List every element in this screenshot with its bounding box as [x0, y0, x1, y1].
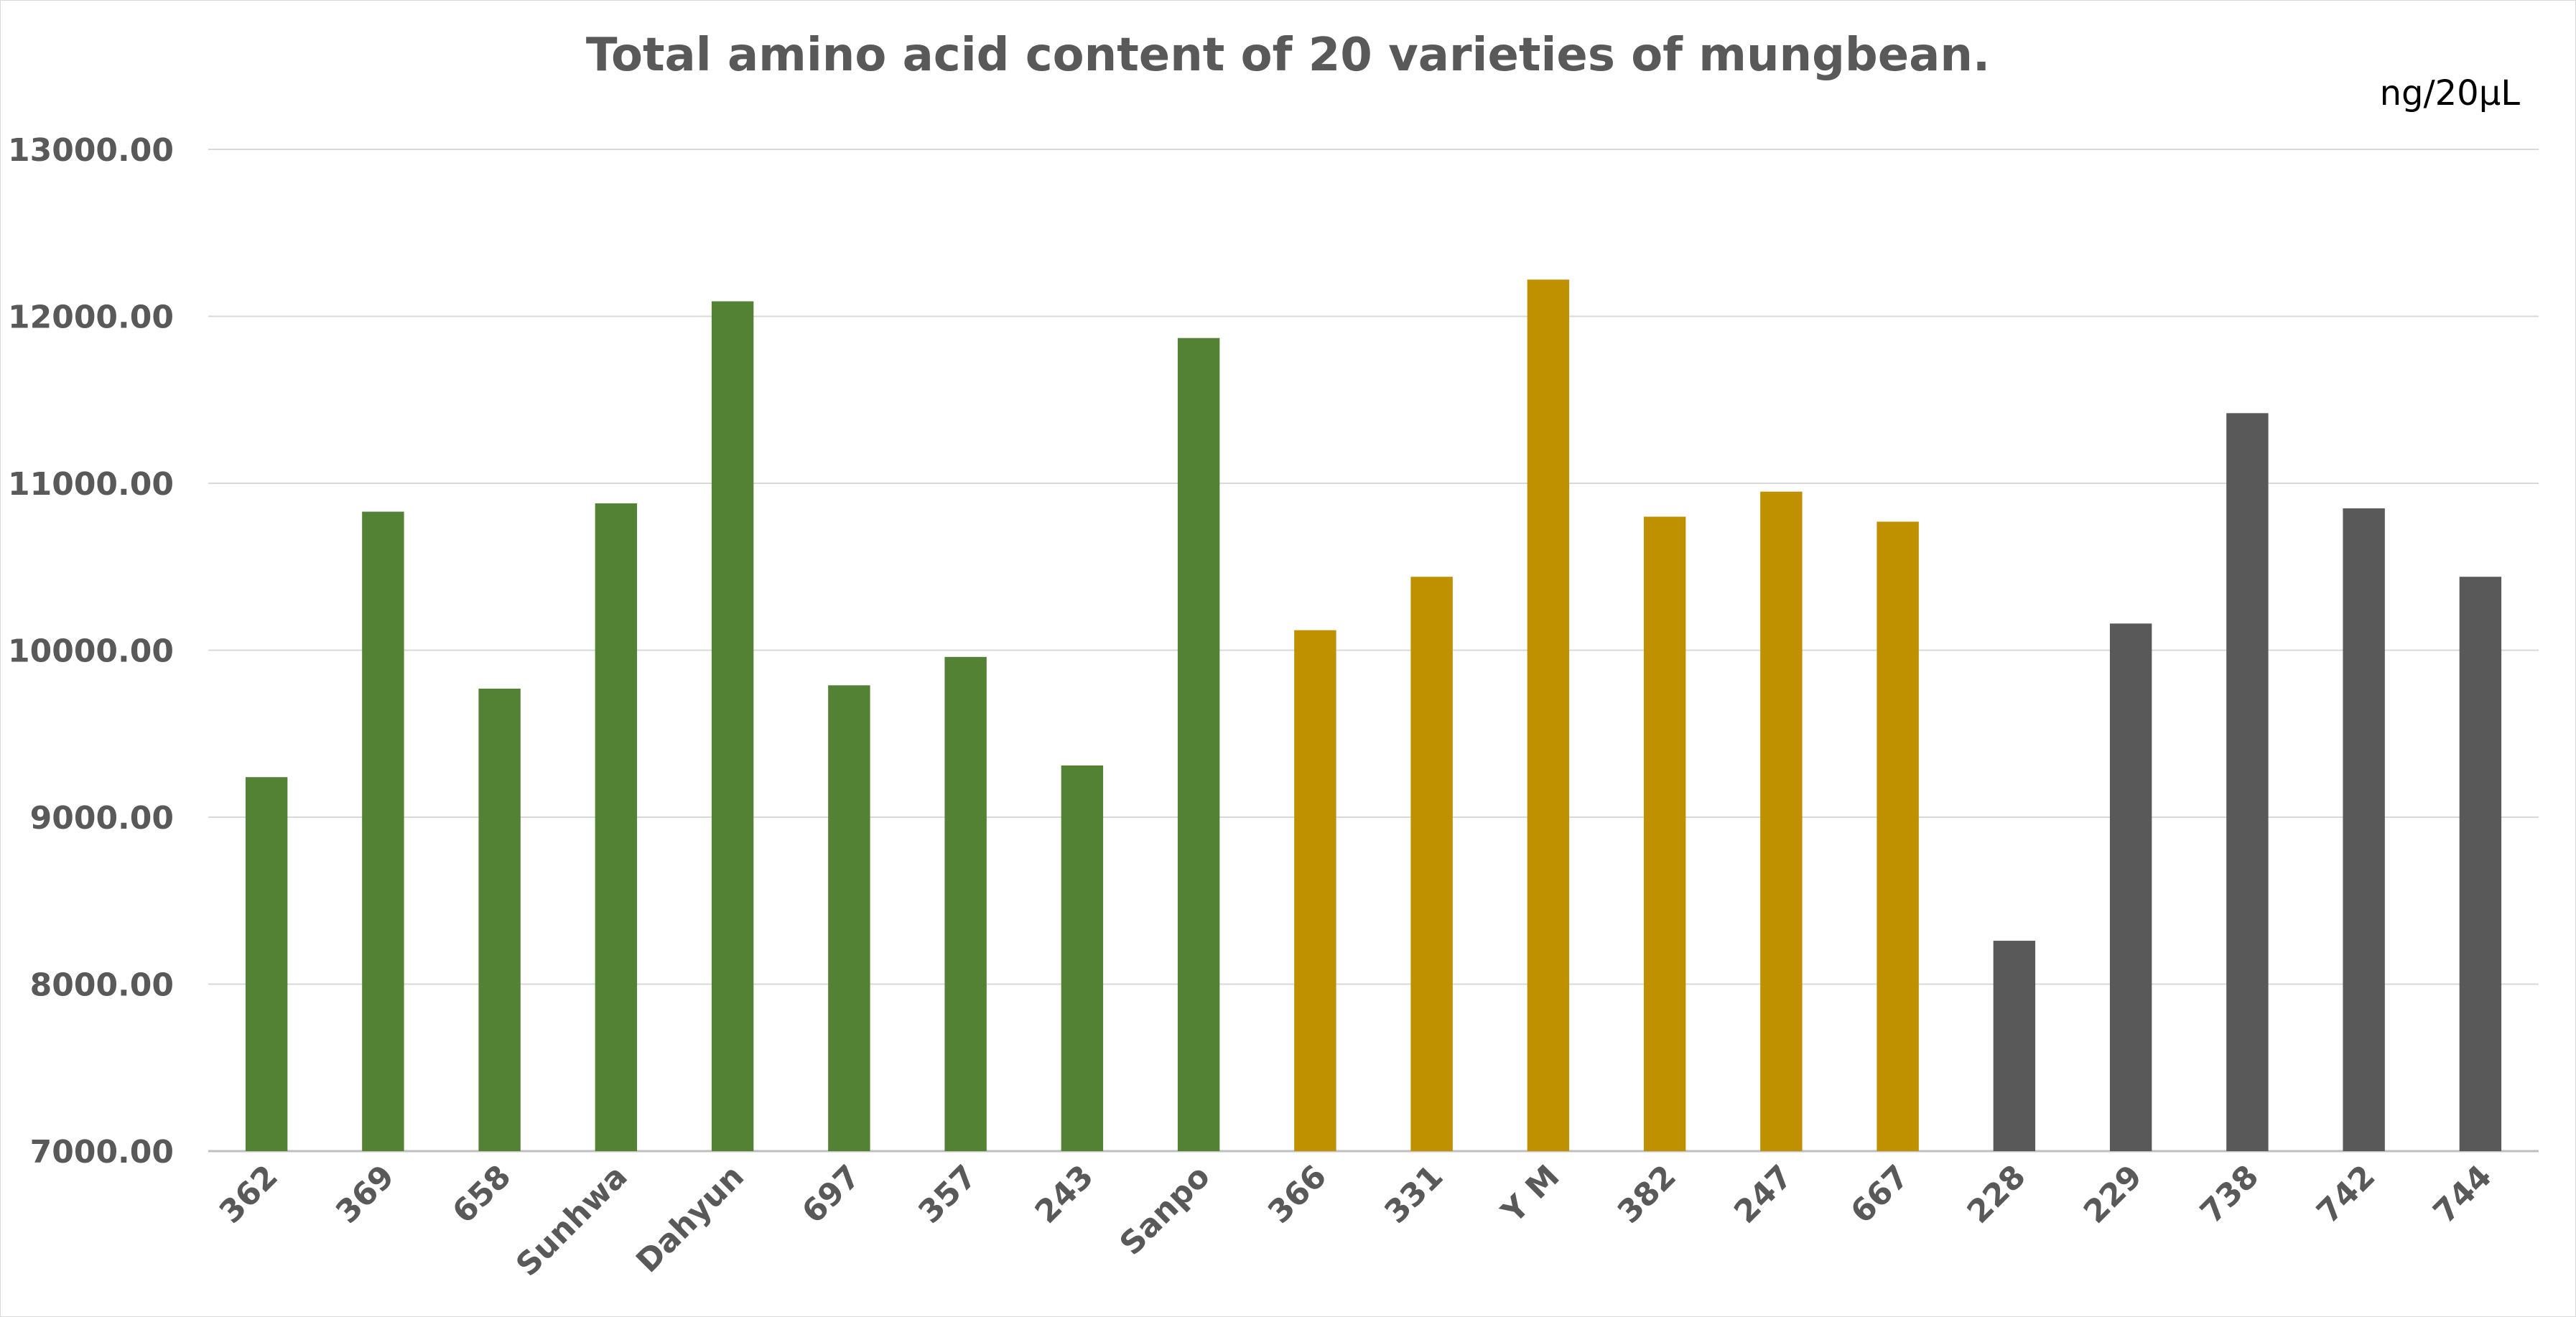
- gridlines: [208, 149, 2539, 1153]
- bar-738: [2226, 413, 2269, 1151]
- x-tick-label: 366: [1261, 1158, 1334, 1231]
- x-tick-label: 247: [1727, 1158, 1800, 1231]
- x-tick-label: Sunhwa: [509, 1158, 635, 1284]
- bar-382: [1643, 516, 1686, 1151]
- x-tick-label: Sanpo: [1113, 1158, 1217, 1262]
- bar-658: [478, 688, 521, 1151]
- x-tick-label: 369: [329, 1158, 401, 1231]
- x-tick-label: 658: [445, 1158, 518, 1231]
- bar-369: [362, 511, 404, 1151]
- bar-y-m: [1527, 279, 1570, 1152]
- x-tick-label: 697: [795, 1158, 868, 1231]
- bar-247: [1760, 491, 1803, 1151]
- x-tick-label: 742: [2310, 1158, 2382, 1231]
- y-tick-label: 7000.00: [30, 1134, 174, 1171]
- x-tick-label: 357: [911, 1158, 984, 1231]
- y-tick-label: 8000.00: [30, 967, 174, 1004]
- bar-366: [1294, 630, 1336, 1151]
- y-tick-label: 9000.00: [30, 800, 174, 837]
- x-tick-label: Y M: [1494, 1158, 1567, 1231]
- y-tick-label: 10000.00: [8, 633, 174, 670]
- unit-label: ng/20μL: [2379, 73, 2520, 113]
- bar-697: [828, 685, 870, 1151]
- bar-sunhwa: [595, 503, 638, 1151]
- x-tick-label: 229: [2077, 1158, 2149, 1231]
- bar-229: [2109, 623, 2152, 1151]
- y-tick-label: 11000.00: [8, 466, 174, 503]
- x-tick-label: 362: [213, 1158, 285, 1231]
- x-tick-label: 331: [1377, 1158, 1450, 1231]
- x-tick-label: 744: [2427, 1158, 2499, 1231]
- x-tick-label: 382: [1611, 1158, 1683, 1231]
- bar-357: [944, 656, 987, 1151]
- x-tick-label: 243: [1028, 1158, 1101, 1231]
- y-tick-label: 13000.00: [8, 132, 174, 169]
- bar-dahyun: [711, 301, 754, 1152]
- x-tick-label: 228: [1961, 1158, 2033, 1231]
- x-tick-label: Dahyun: [629, 1158, 751, 1280]
- bar-243: [1061, 765, 1104, 1151]
- bars: [245, 279, 2502, 1152]
- bar-sanpo: [1177, 338, 1220, 1152]
- chart-title: Total amino acid content of 20 varieties…: [585, 29, 1991, 82]
- bar-742: [2343, 508, 2385, 1151]
- x-tick-label: 667: [1843, 1158, 1916, 1231]
- bar-331: [1410, 577, 1453, 1151]
- y-tick-label: 12000.00: [8, 299, 174, 336]
- y-axis: 7000.00 8000.00 9000.00 10000.00 11000.00 120…: [8, 132, 174, 1171]
- bar-667: [1877, 521, 1919, 1151]
- bar-744: [2459, 577, 2502, 1151]
- bar-362: [245, 777, 288, 1151]
- bar-228: [1993, 941, 2036, 1151]
- x-tick-label: 738: [2193, 1158, 2266, 1231]
